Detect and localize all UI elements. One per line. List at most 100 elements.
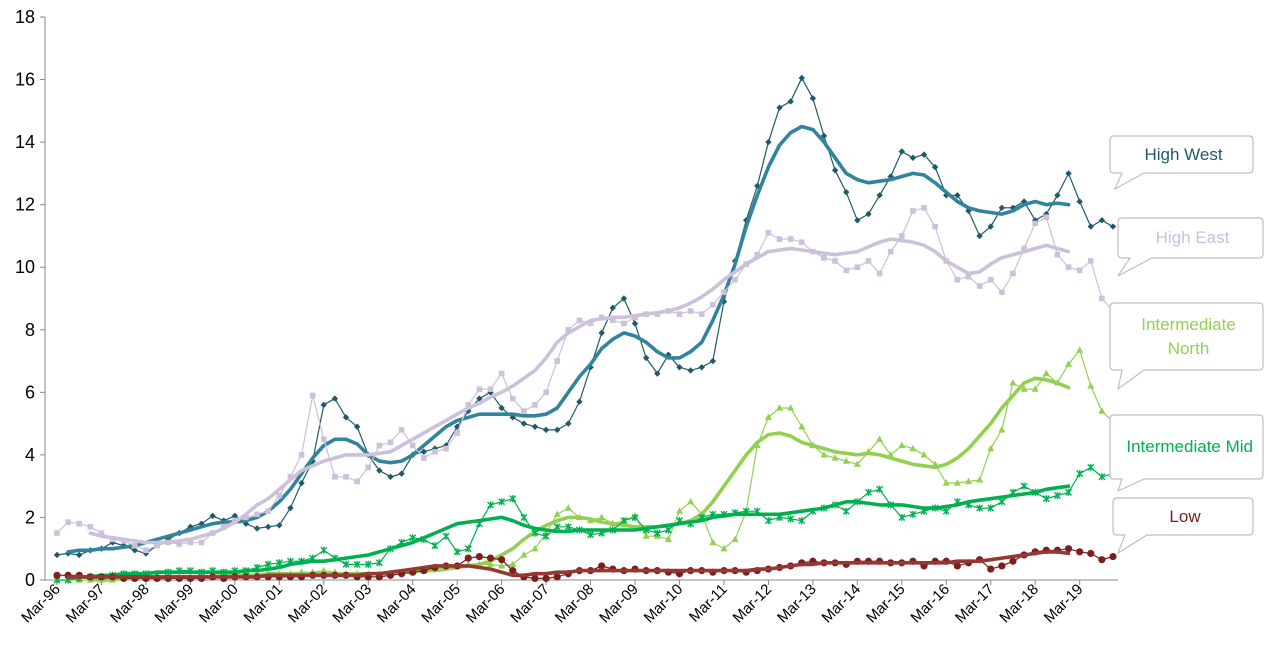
data-point xyxy=(542,532,550,540)
data-point xyxy=(820,132,828,140)
data-point xyxy=(553,523,561,531)
data-point xyxy=(509,567,517,575)
data-point xyxy=(342,560,350,568)
y-tick-label: 6 xyxy=(25,382,35,402)
data-point xyxy=(320,401,327,409)
data-point xyxy=(443,445,449,452)
data-point xyxy=(664,526,672,534)
data-point xyxy=(731,535,739,542)
data-point xyxy=(831,454,839,461)
data-point xyxy=(476,395,483,402)
data-point xyxy=(1031,385,1039,392)
data-point xyxy=(909,154,917,161)
data-point xyxy=(553,573,561,581)
data-point xyxy=(487,560,495,567)
data-point xyxy=(676,311,683,317)
data-point xyxy=(821,255,827,261)
data-point xyxy=(1099,295,1105,302)
data-point xyxy=(453,548,461,556)
data-point xyxy=(332,473,338,480)
callout-bubble xyxy=(1109,135,1254,191)
data-point xyxy=(998,562,1006,570)
data-point xyxy=(1064,545,1073,553)
y-tick-label: 12 xyxy=(15,195,35,215)
data-point xyxy=(1098,407,1106,414)
data-point xyxy=(954,276,961,283)
data-point xyxy=(832,258,838,264)
legend-label: High West xyxy=(1144,144,1223,164)
data-point xyxy=(598,562,606,570)
data-point xyxy=(565,420,572,427)
data-point xyxy=(343,473,349,480)
y-tick-label: 18 xyxy=(15,7,35,27)
x-tick-label: Mar-14 xyxy=(819,581,865,627)
x-tick-label: Mar-97 xyxy=(63,581,109,627)
data-point xyxy=(1076,267,1083,274)
legend-label: High East xyxy=(1155,228,1230,247)
data-point xyxy=(687,308,694,314)
data-point xyxy=(498,556,506,564)
legend-label: Low xyxy=(1169,506,1201,526)
data-point xyxy=(320,546,328,554)
data-point xyxy=(364,560,372,568)
data-point xyxy=(865,210,872,218)
data-point xyxy=(132,542,138,549)
data-point xyxy=(543,389,549,396)
data-point xyxy=(1053,492,1061,500)
data-point xyxy=(898,441,906,449)
data-point xyxy=(309,392,316,399)
data-point xyxy=(354,478,360,485)
data-point xyxy=(142,550,150,557)
data-point xyxy=(587,320,594,327)
data-point xyxy=(509,560,517,567)
data-point xyxy=(987,223,994,230)
x-tick-label: Mar-00 xyxy=(196,581,242,627)
data-point xyxy=(909,444,917,452)
data-point xyxy=(76,551,83,559)
data-point xyxy=(1009,557,1017,565)
data-point xyxy=(576,398,583,405)
data-point xyxy=(465,402,472,408)
trend-line xyxy=(66,550,1071,579)
x-tick-label: Mar-07 xyxy=(507,581,553,627)
data-point xyxy=(976,504,984,512)
data-point xyxy=(254,511,260,518)
data-point xyxy=(909,510,917,518)
data-point xyxy=(631,320,639,327)
data-point xyxy=(809,95,817,102)
data-point xyxy=(898,148,905,155)
data-point xyxy=(520,420,528,427)
data-point xyxy=(932,223,938,230)
x-tick-label: Mar-04 xyxy=(374,581,420,627)
data-point xyxy=(642,532,650,539)
data-point xyxy=(1043,214,1050,220)
data-point xyxy=(709,538,717,546)
data-point xyxy=(876,485,884,493)
trend-line xyxy=(88,376,1071,582)
data-point xyxy=(942,479,950,486)
data-point xyxy=(353,560,361,568)
data-point xyxy=(487,386,494,393)
data-point xyxy=(798,517,806,525)
data-point xyxy=(876,192,883,199)
data-point xyxy=(331,395,339,402)
data-point xyxy=(565,326,572,333)
data-point xyxy=(98,530,105,536)
data-point xyxy=(387,439,394,446)
data-point xyxy=(376,442,383,449)
data-point xyxy=(942,507,950,515)
data-point xyxy=(320,566,328,574)
data-point xyxy=(720,298,728,305)
legend-label: Intermediate North xyxy=(1141,314,1236,358)
data-point xyxy=(1054,251,1061,258)
data-point xyxy=(998,204,1006,211)
data-point xyxy=(787,98,794,105)
data-point xyxy=(287,504,294,512)
data-point xyxy=(798,74,805,82)
x-tick-label: Mar-10 xyxy=(641,581,687,627)
data-point xyxy=(621,320,627,327)
data-point xyxy=(709,357,717,365)
trend-line xyxy=(66,484,1071,581)
data-point xyxy=(187,539,194,546)
